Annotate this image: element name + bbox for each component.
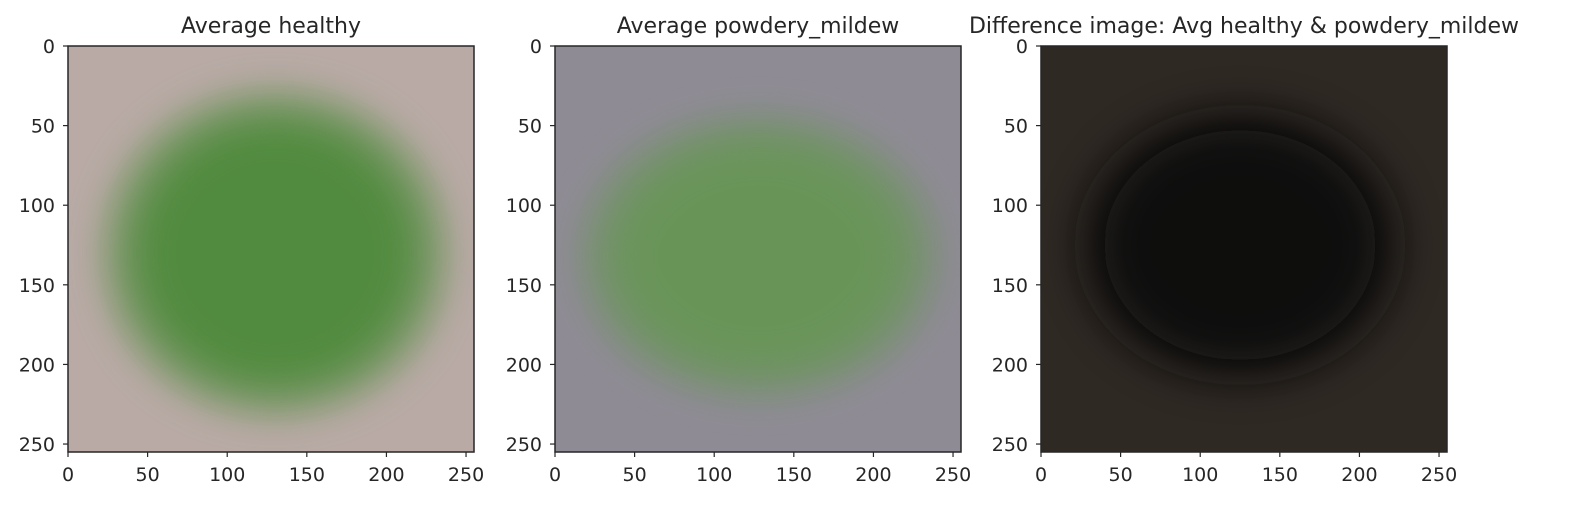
y-tick-label: 0 (530, 36, 542, 58)
x-tick-label: 150 (776, 464, 812, 486)
y-tick-label: 150 (506, 275, 542, 297)
y-tick-label: 100 (506, 195, 542, 217)
leaf-shape (133, 119, 416, 387)
panel-2: Average powdery_mildew 0 50 100 150 200 250 0 50… (506, 14, 971, 486)
y-tick-label: 250 (992, 434, 1028, 456)
axes-frame (554, 45, 962, 453)
x-tick-label: 200 (368, 464, 404, 486)
y-tick-label: 50 (518, 116, 542, 138)
x-tick-label: 250 (1421, 464, 1457, 486)
x-tick-label: 150 (289, 464, 325, 486)
y-tick-label: 50 (31, 116, 55, 138)
x-tick-label: 100 (1182, 464, 1218, 486)
x-tick-label: 0 (1035, 464, 1047, 486)
y-tick-label: 50 (1004, 116, 1028, 138)
y-tick-label: 100 (992, 195, 1028, 217)
y-tick-label: 150 (992, 275, 1028, 297)
x-tick-label: 150 (1262, 464, 1298, 486)
y-tick-label: 0 (1016, 36, 1028, 58)
image-area (555, 46, 961, 452)
x-tick-label: 50 (136, 464, 160, 486)
y-tick-label: 250 (19, 434, 55, 456)
leaf-shape (1104, 130, 1376, 360)
x-tick-label: 250 (448, 464, 484, 486)
x-tick-label: 0 (62, 464, 74, 486)
panel-1: Average healthy 0 50 100 150 200 250 0 50 100 150 2… (19, 14, 484, 486)
y-tick-label: 250 (506, 434, 542, 456)
x-tick-label: 200 (855, 464, 891, 486)
x-tick-label: 50 (623, 464, 647, 486)
x-tick-label: 0 (549, 464, 561, 486)
axes-frame (1040, 45, 1448, 453)
x-tick-label: 100 (696, 464, 732, 486)
y-tick-label: 200 (19, 354, 55, 376)
y-tick-label: 200 (506, 354, 542, 376)
panel-3: Difference image: Avg healthy & powdery_… (969, 14, 1519, 486)
panel-title: Average healthy (181, 14, 361, 39)
y-tick-label: 100 (19, 195, 55, 217)
y-tick-label: 150 (19, 275, 55, 297)
leaf-shape (612, 141, 906, 372)
axes-frame (67, 45, 475, 453)
x-tick-label: 100 (209, 464, 245, 486)
y-tick-label: 200 (992, 354, 1028, 376)
x-tick-label: 200 (1341, 464, 1377, 486)
image-area (68, 46, 474, 452)
x-tick-label: 50 (1109, 464, 1133, 486)
panel-title: Average powdery_mildew (617, 14, 899, 39)
panel-title: Difference image: Avg healthy & powdery_… (969, 14, 1519, 39)
image-area (1041, 46, 1447, 452)
y-tick-label: 0 (43, 36, 55, 58)
x-tick-label: 250 (935, 464, 971, 486)
